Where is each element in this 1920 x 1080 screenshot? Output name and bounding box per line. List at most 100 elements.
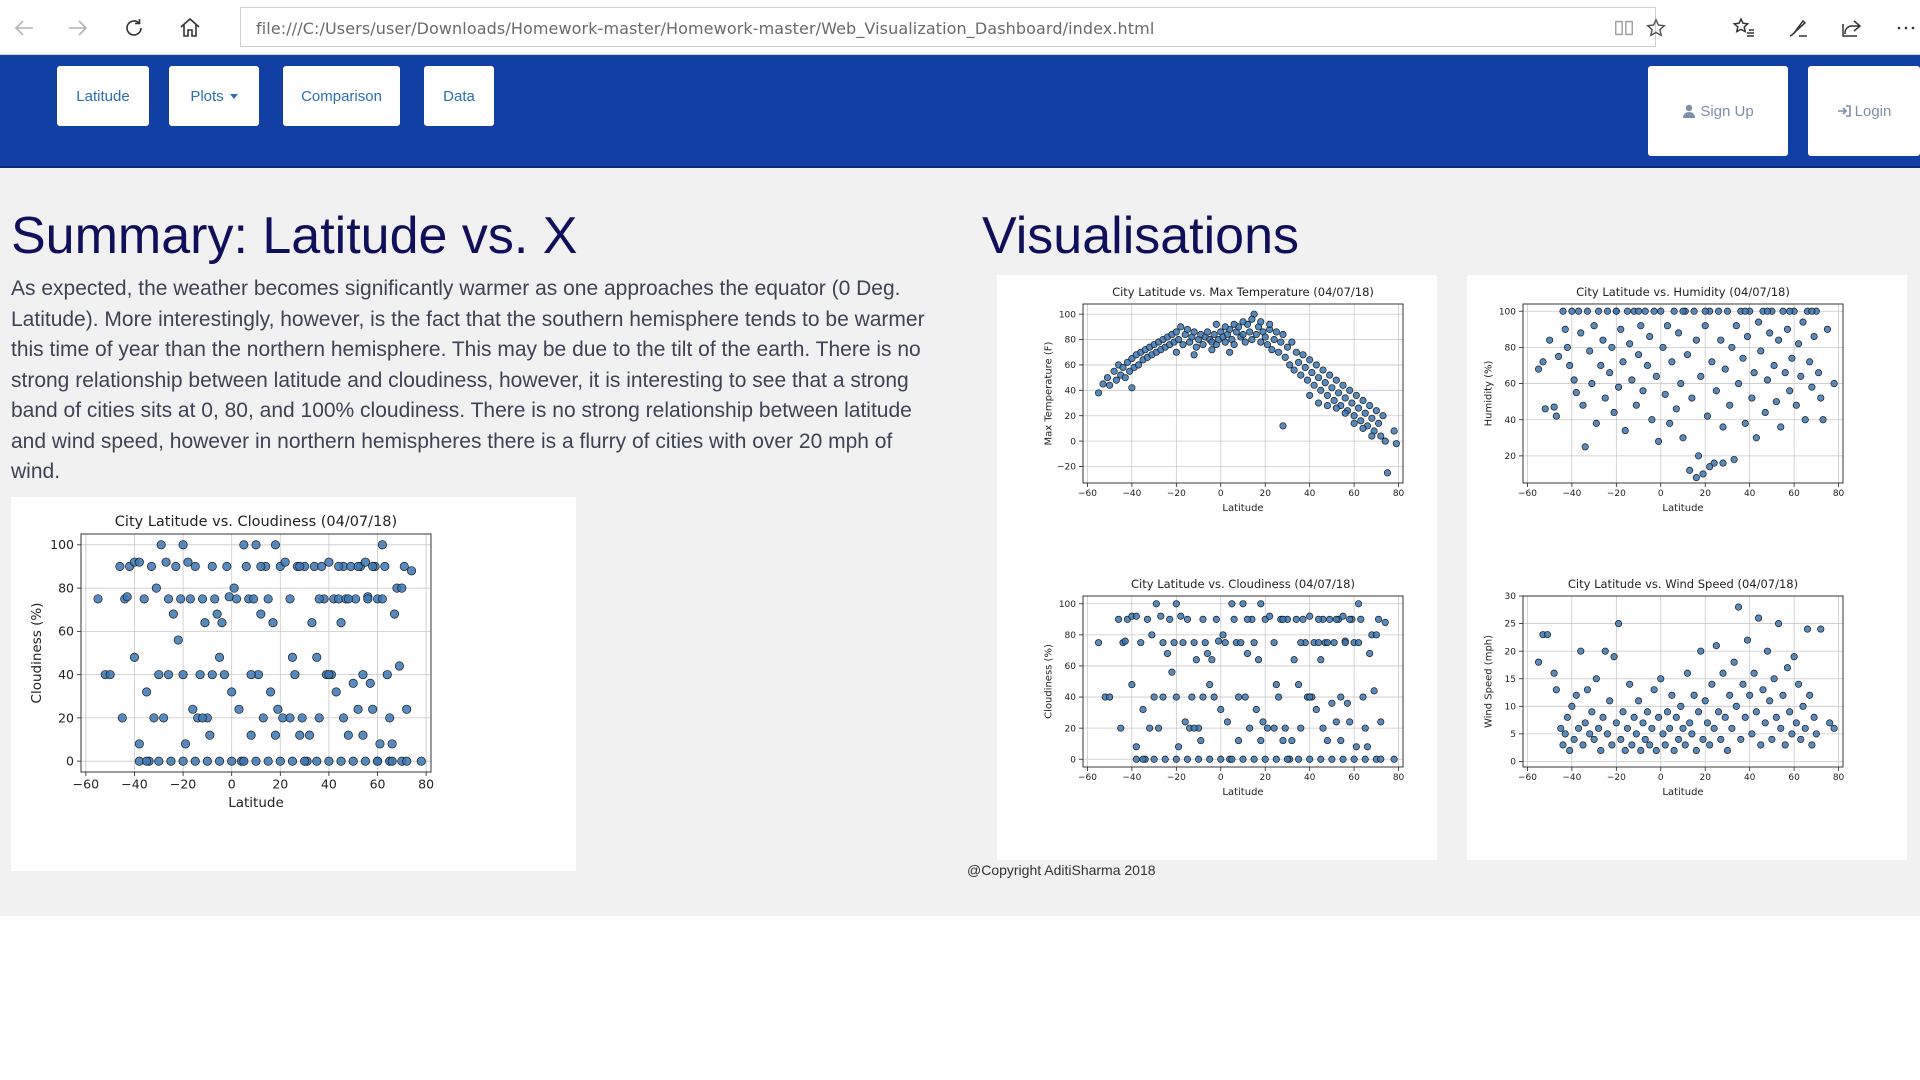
data-point [1679,434,1687,442]
refresh-icon[interactable] [114,8,154,48]
login-button[interactable]: Login [1808,66,1920,156]
data-point [1592,675,1600,683]
data-point [171,561,181,572]
pen-icon[interactable] [1778,8,1818,48]
data-point [1246,724,1254,732]
data-point [1823,325,1831,333]
data-point [1535,658,1543,666]
y-tick-label: 40 [58,667,74,682]
data-point [251,540,261,550]
data-point [1652,372,1660,380]
data-point [1688,730,1696,738]
data-point [1217,705,1225,714]
data-point [1559,741,1567,749]
wind-speed-chart-panel[interactable]: City Latitude vs. Wind Speed (04/07/18) −… [1467,570,1907,860]
data-point [1692,336,1700,344]
data-point [1166,615,1174,623]
data-point [1272,755,1280,763]
data-point [1199,693,1207,701]
x-tick-label: −40 [1122,773,1141,783]
data-point [163,594,174,604]
data-point [353,704,363,714]
y-tick-label: 20 [58,710,74,725]
data-point [1288,338,1296,346]
data-point [1770,361,1778,370]
max-temp-chart-panel[interactable]: City Latitude vs. Max Temperature (04/07… [997,275,1437,570]
data-point [1597,361,1605,370]
data-point [246,670,256,680]
reading-view-icon[interactable] [1611,15,1637,41]
data-point [1708,680,1716,688]
data-point [1781,741,1789,749]
data-point [1703,412,1711,420]
data-point [1735,380,1743,388]
favorites-hub-icon[interactable] [1724,8,1764,48]
data-point [1115,615,1123,623]
address-bar[interactable]: file:///C:/Users/user/Downloads/Homework… [240,7,1666,47]
data-point [1655,713,1663,721]
back-icon[interactable] [4,8,44,48]
data-point [1155,724,1163,732]
wind-speed-chart: City Latitude vs. Wind Speed (04/07/18) −… [1483,577,1844,798]
data-point [1817,625,1825,633]
data-point [1568,702,1576,710]
data-point [1630,713,1638,721]
data-point [1728,724,1736,732]
data-point [1306,391,1314,399]
data-point [1712,387,1720,395]
data-point [1328,699,1336,707]
home-icon[interactable] [170,8,210,48]
x-tick-label: 20 [1699,773,1711,783]
main-content: Summary: Latitude vs. X As expected, the… [0,168,1920,916]
nav-latitude[interactable]: Latitude [57,66,149,126]
data-point [1246,328,1254,336]
cloudiness-chart-panel[interactable]: City Latitude vs. Cloudiness (04/07/18) −… [997,570,1437,860]
data-point [1583,686,1591,694]
forward-icon[interactable] [58,8,98,48]
data-point [1666,419,1674,427]
data-point [1735,603,1743,611]
nav-plots-dropdown[interactable]: Plots [169,66,259,126]
summary-title: Summary: Latitude vs. X [11,207,578,265]
share-icon[interactable] [1832,8,1872,48]
data-point [1179,639,1187,647]
data-point [1172,600,1180,608]
data-point [1295,358,1303,366]
data-point [1635,697,1643,705]
signup-button[interactable]: Sign Up [1648,66,1788,156]
data-point [1126,367,1134,375]
data-point [1641,735,1649,743]
data-point [1199,341,1207,349]
data-point [1661,741,1669,749]
data-point [1266,320,1274,328]
data-point [1190,724,1198,732]
data-point [1350,412,1358,420]
address-url[interactable]: file:///C:/Users/user/Downloads/Homework… [256,19,1155,38]
data-point [1375,615,1383,623]
data-point [207,561,217,572]
more-icon[interactable] [1886,8,1920,48]
data-point [280,557,290,567]
data-point [1563,713,1571,721]
nav-comparison[interactable]: Comparison [283,66,400,126]
data-point [149,713,159,723]
favorite-star-icon[interactable] [1643,15,1669,41]
y-tick-label: 100 [1059,600,1076,610]
data-point [1663,708,1671,716]
data-point [1290,656,1298,664]
data-point [1621,427,1629,435]
nav-data[interactable]: Data [424,66,494,126]
humidity-chart-panel[interactable]: City Latitude vs. Humidity (04/07/18) −60… [1467,275,1907,570]
data-point [385,713,395,723]
data-point [1128,681,1136,689]
data-point [1728,343,1736,351]
data-point [1323,737,1331,745]
y-tick-label: 0 [1510,758,1516,768]
x-tick-label: −60 [73,777,99,792]
data-point [1683,669,1691,677]
data-point [1557,724,1565,732]
data-point [1281,724,1289,732]
data-point [1170,639,1178,647]
data-point [1206,681,1214,689]
data-point [1595,724,1603,732]
